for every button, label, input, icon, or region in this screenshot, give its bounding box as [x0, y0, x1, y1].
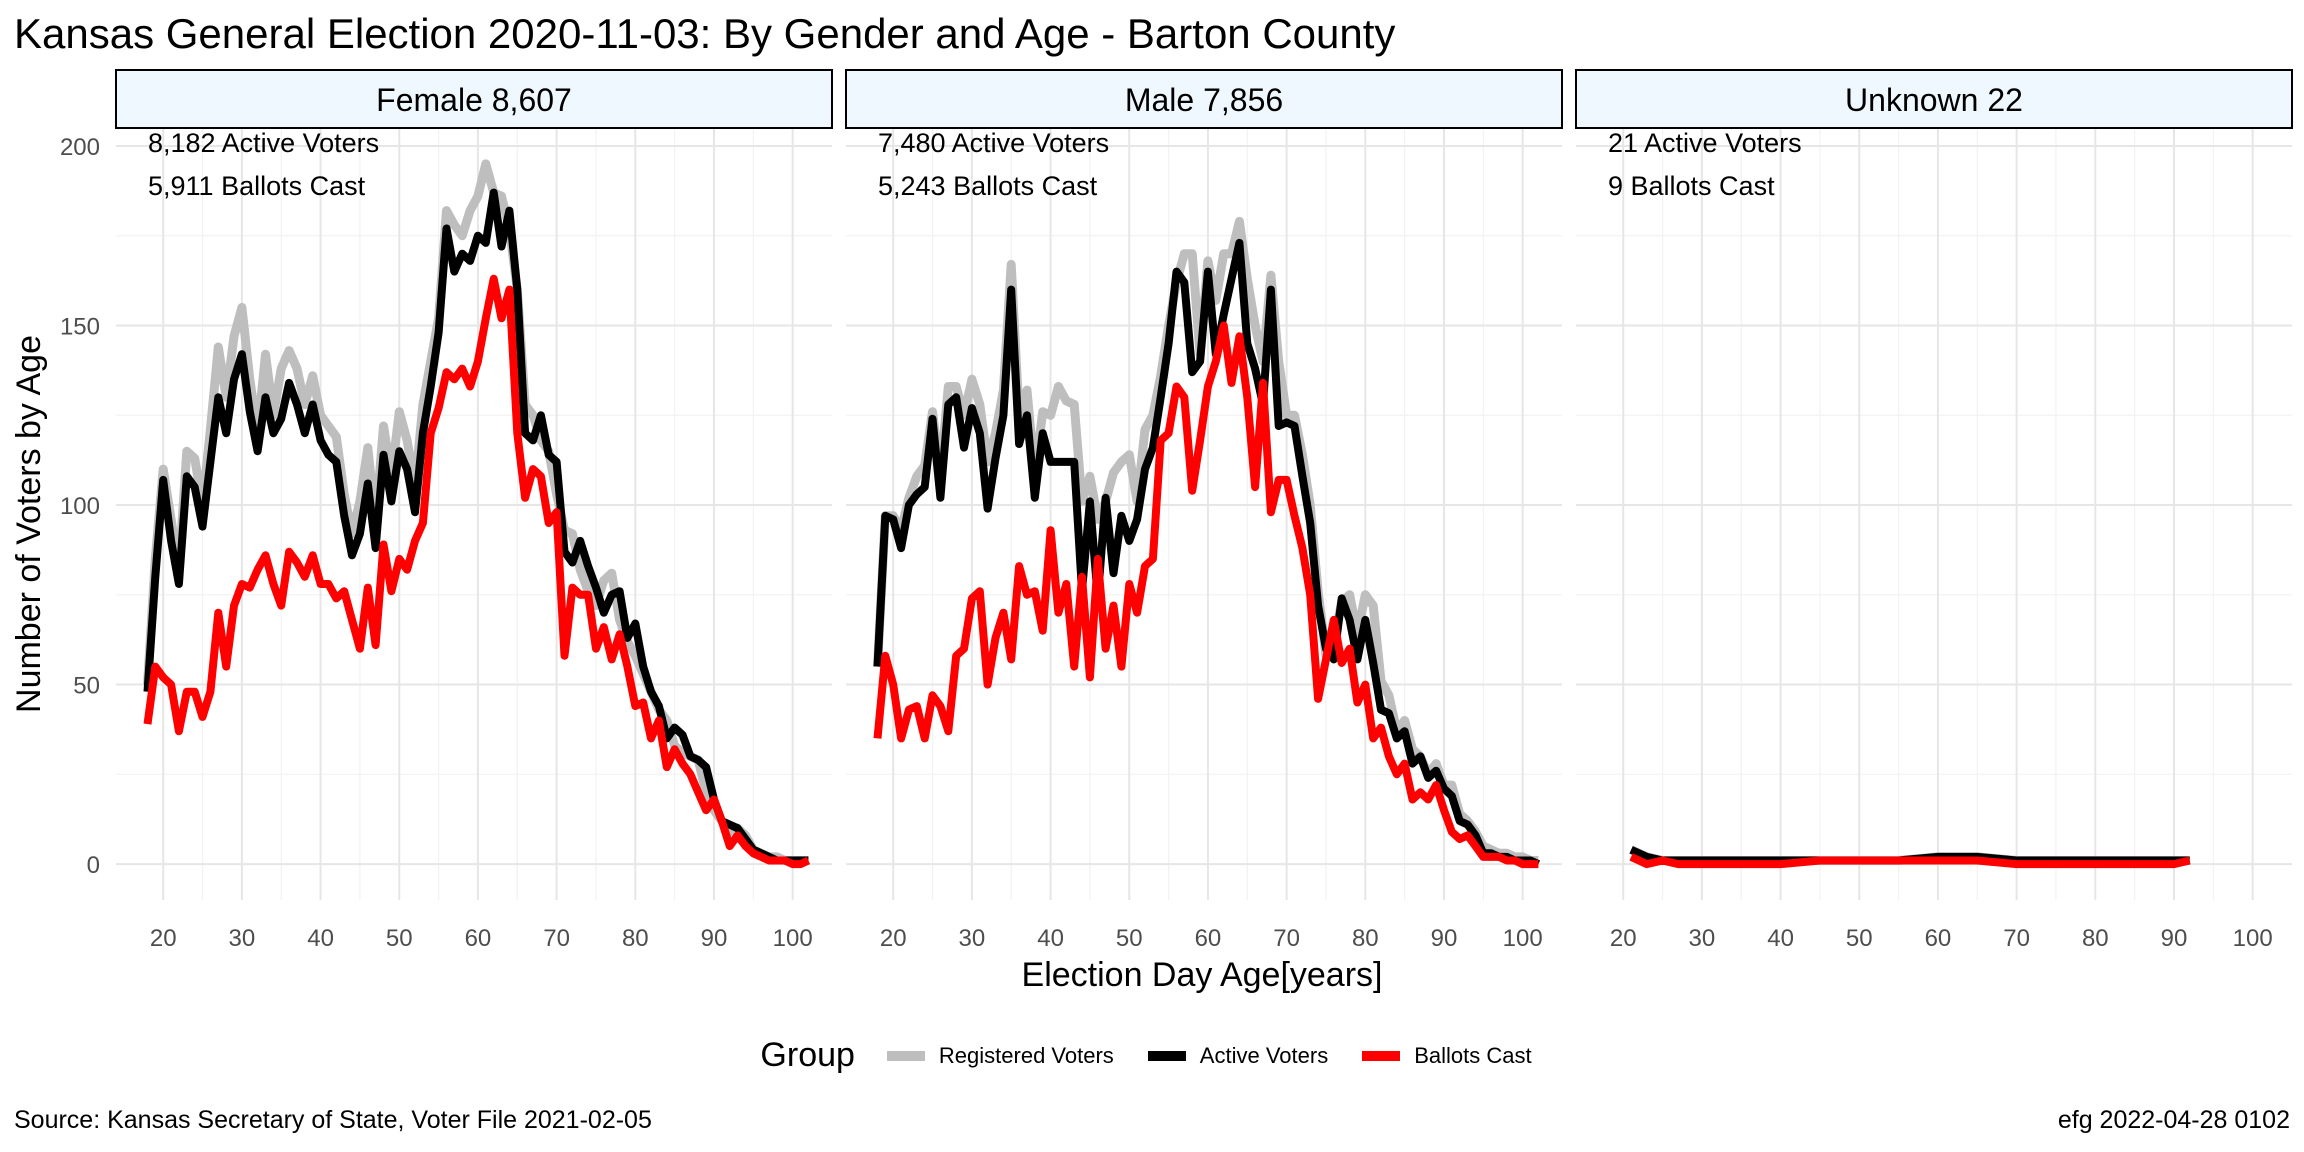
x-tick-label: 100 [1503, 925, 1543, 952]
y-tick-label: 0 [87, 852, 100, 879]
legend-label-active-voters: Active Voters [1199, 1042, 1329, 1068]
y-axis-label: Number of Voters by Age [10, 335, 48, 713]
x-tick-label: 50 [1116, 925, 1143, 952]
x-tick-label: 100 [2233, 925, 2273, 952]
panel-annotation: 5,243 Ballots Cast [878, 171, 1098, 201]
chart-title: Kansas General Election 2020-11-03: By G… [14, 10, 1396, 57]
x-tick-label: 60 [465, 925, 492, 952]
legend-item-registered-voters: Registered Voters [886, 1042, 1114, 1069]
panel-strip-label: Male 7,856 [1125, 82, 1283, 118]
x-tick-label: 40 [1767, 925, 1794, 952]
panel-1: Female 8,607 20 30 40 50 60 70 80 90 100 0 50 100 150… [60, 69, 833, 952]
x-tick-label: 50 [1846, 925, 1873, 952]
panel-3: Unknown 22 20 30 40 50 60 70 80 90 100 21 Active V… [1575, 69, 2293, 952]
panel-strip-label: Female 8,607 [376, 82, 572, 118]
series-line-ballots-cast [873, 321, 1539, 869]
x-tick-label: 30 [959, 925, 986, 952]
panel-annotation: 21 Active Voters [1608, 128, 1802, 158]
x-tick-label: 90 [701, 925, 728, 952]
x-tick-label: 60 [1925, 925, 1952, 952]
x-tick-label: 20 [150, 925, 177, 952]
panel-annotation: 8,182 Active Voters [148, 128, 379, 158]
series-line-active-voters [143, 188, 809, 865]
x-tick-label: 100 [773, 925, 813, 952]
x-tick-label: 70 [2003, 925, 2030, 952]
y-tick-label: 200 [60, 134, 100, 161]
legend-swatch-active-voters [1147, 1050, 1186, 1061]
x-tick-label: 90 [2161, 925, 2188, 952]
x-tick-label: 80 [622, 925, 649, 952]
legend: Group Registered Voters Active Voters Ba… [0, 1036, 2304, 1075]
legend-title: Group [760, 1036, 855, 1074]
x-tick-label: 70 [543, 925, 570, 952]
y-tick-label: 100 [60, 493, 100, 520]
panel-strip-label: Unknown 22 [1845, 82, 2023, 118]
source-note: Source: Kansas Secretary of State, Voter… [14, 1106, 652, 1134]
series-line-active-voters [873, 238, 1541, 868]
panel-annotation: 7,480 Active Voters [878, 128, 1109, 158]
x-tick-label: 60 [1195, 925, 1222, 952]
legend-item-active-voters: Active Voters [1147, 1042, 1329, 1069]
timestamp-note: efg 2022-04-28 0102 [2057, 1106, 2290, 1134]
panel-strip [845, 69, 1563, 129]
x-tick-label: 30 [229, 925, 256, 952]
x-tick-label: 80 [2082, 925, 2109, 952]
x-axis-label: Election Day Age[years] [1022, 956, 1383, 994]
x-tick-label: 50 [386, 925, 413, 952]
series-line-ballots-cast [1629, 853, 2191, 869]
panel-annotation: 5,911 Ballots Cast [148, 171, 366, 201]
legend-item-ballots-cast: Ballots Cast [1362, 1042, 1532, 1069]
x-tick-label: 30 [1689, 925, 1716, 952]
panel-2: Male 7,856 20 30 40 50 60 70 80 90 100 7,480 Activ… [845, 69, 1563, 952]
panel-strip [1575, 69, 2293, 129]
legend-swatch-ballots-cast [1362, 1050, 1401, 1061]
x-tick-label: 90 [1431, 925, 1458, 952]
legend-swatch-registered-voters [886, 1050, 925, 1061]
panel-annotation: 9 Ballots Cast [1608, 171, 1775, 201]
y-tick-label: 50 [73, 673, 100, 700]
legend-label-ballots-cast: Ballots Cast [1414, 1042, 1532, 1068]
legend-label-registered-voters: Registered Voters [938, 1042, 1114, 1068]
x-tick-label: 40 [307, 925, 334, 952]
y-tick-label: 150 [60, 313, 100, 340]
panel-strip [115, 69, 833, 129]
series-line-ballots-cast [143, 274, 811, 869]
x-tick-label: 70 [1273, 925, 1300, 952]
x-tick-label: 40 [1037, 925, 1064, 952]
x-tick-label: 80 [1352, 925, 1379, 952]
plot-layer: Female 8,607 20 30 40 50 60 70 80 90 100 0 50 100 150… [60, 69, 2293, 952]
x-tick-label: 20 [880, 925, 907, 952]
x-tick-label: 20 [1610, 925, 1637, 952]
